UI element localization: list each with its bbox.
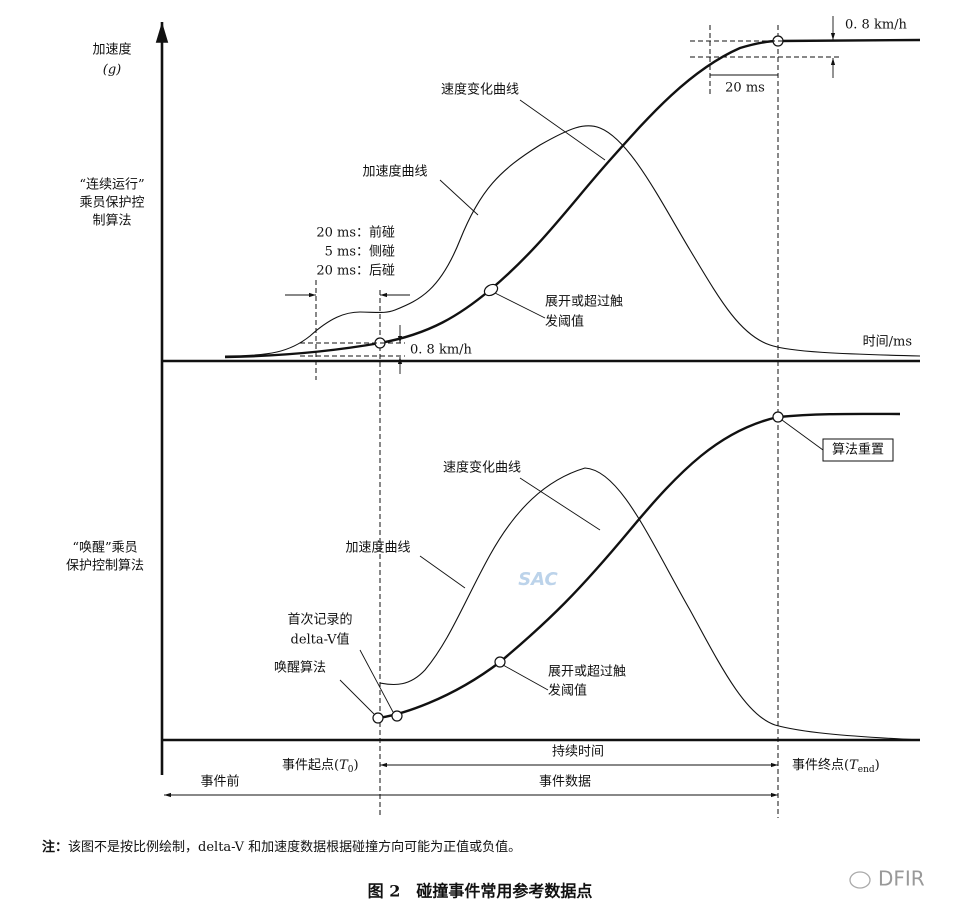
marker <box>772 411 784 423</box>
label: 20 ms：前碰 <box>316 225 395 241</box>
marker <box>483 283 499 297</box>
leader <box>502 664 549 691</box>
caption: 图 2 碰撞事件常用参考数据点 <box>368 882 593 901</box>
label: 算法重置 <box>832 442 884 458</box>
acceleration-curve <box>224 125 921 357</box>
algorithm: “连续运行” <box>79 177 144 193</box>
label: 5 ms：侧碰 <box>325 245 395 260</box>
y-unit: (g) <box>103 63 121 78</box>
duration: 持续时间 <box>552 745 604 760</box>
label: 20 ms：后碰 <box>316 264 395 279</box>
label: 加速度曲线 <box>345 540 410 556</box>
label: 发阈值 <box>545 314 584 330</box>
label: delta-V值 <box>291 632 350 648</box>
label: 发阈值 <box>548 683 587 699</box>
x-axis-label: 时间/ms <box>863 335 912 350</box>
watermark: SAC <box>518 569 558 590</box>
label: 首次记录的 <box>287 612 352 628</box>
leader <box>781 419 824 451</box>
pre-event: 事件前 <box>200 774 239 790</box>
watermark: DFIR <box>878 867 925 891</box>
leader <box>494 292 546 319</box>
algorithm: “唤醒”乘员 <box>72 541 137 556</box>
leader <box>359 649 394 713</box>
marker <box>372 712 384 724</box>
label: 展开或超过触 <box>548 665 626 680</box>
event-start: 事件起点(T0) <box>282 758 359 775</box>
label: 唤醒算法 <box>274 661 326 676</box>
acceleration-curve <box>379 467 921 741</box>
label: 0. 8 km/h <box>845 18 908 33</box>
wechat-icon <box>849 871 871 889</box>
event-data: 事件数据 <box>539 775 591 790</box>
label: 速度变化曲线 <box>443 460 521 476</box>
note: 注：该图不是按比例绘制，delta-V 和加速度数据根据碰撞方向可能为正值或负值… <box>42 839 521 855</box>
algorithm: 乘员保护控 <box>79 196 144 211</box>
label: 加速度曲线 <box>362 164 427 180</box>
marker <box>391 710 403 722</box>
reset-box <box>822 438 894 462</box>
velocity-curve <box>377 412 901 720</box>
algorithm: 保护控制算法 <box>66 559 144 574</box>
algorithm: 制算法 <box>92 214 131 229</box>
event-end: 事件终点(Tend) <box>792 757 880 775</box>
label: 展开或超过触 <box>545 295 623 310</box>
leader <box>339 679 375 715</box>
leader <box>519 477 601 531</box>
y-label: 加速度 <box>92 42 131 58</box>
label: 速度变化曲线 <box>441 82 519 98</box>
leader <box>439 179 479 216</box>
marker <box>494 656 506 668</box>
label: 20 ms <box>725 81 765 96</box>
leader <box>419 555 466 589</box>
velocity-curve <box>224 38 921 359</box>
label: 0. 8 km/h <box>410 343 473 358</box>
leader <box>519 99 606 161</box>
